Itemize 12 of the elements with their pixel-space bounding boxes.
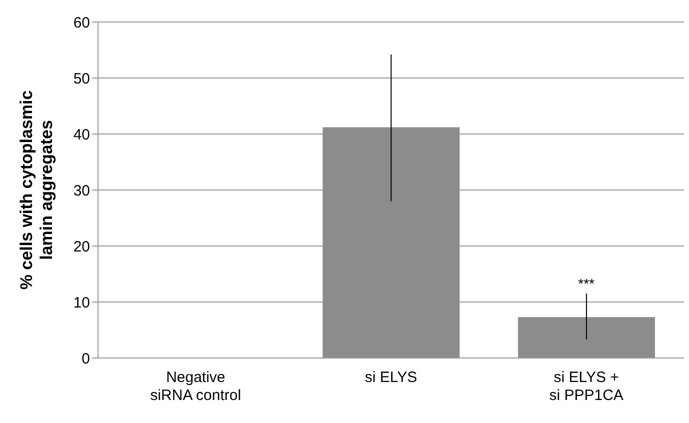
y-tick-label: 50 [73,70,90,88]
annotation: *** [578,276,596,292]
y-axis-title: % cells with cytoplasmic lamin aggregates [17,90,56,290]
y-tick-label: 30 [73,182,90,200]
y-tick-label: 0 [82,350,90,368]
x-tick-label: si ELYS [364,369,418,386]
y-tick-label: 20 [73,238,90,256]
y-tick-label: 60 [73,14,90,32]
x-tick-label: si ELYS + si PPP1CA [549,369,624,404]
x-tick-label: Negative siRNA control [150,369,242,404]
y-tick-label: 40 [73,126,90,144]
y-tick-label: 10 [73,294,90,312]
